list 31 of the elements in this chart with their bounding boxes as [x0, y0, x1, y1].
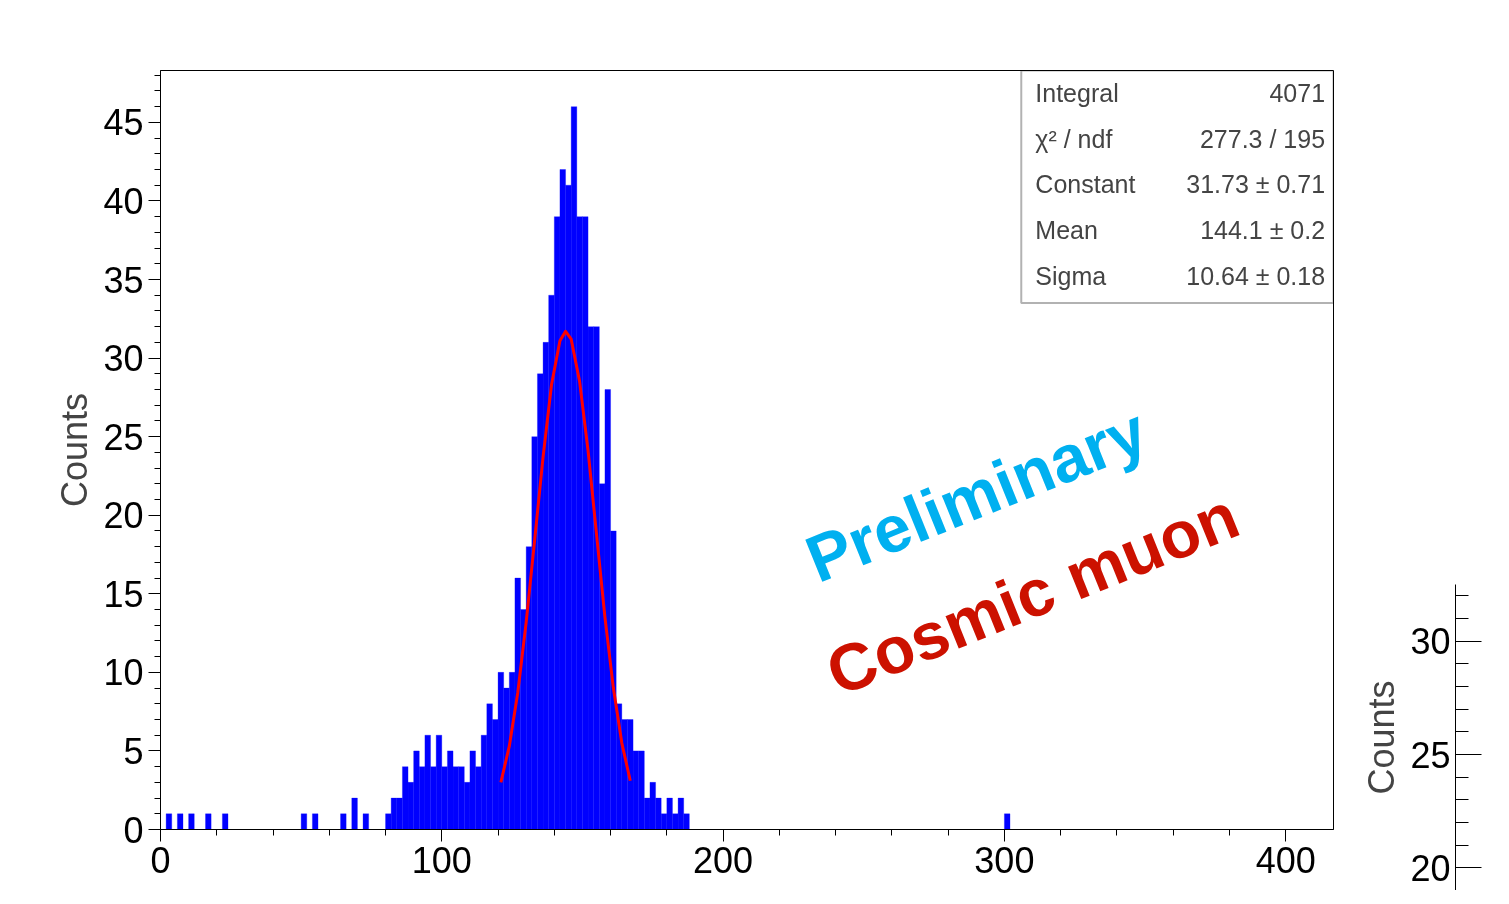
line-series — [499, 329, 632, 784]
y-tick-label: 0 — [123, 809, 144, 851]
text: 30 — [1410, 621, 1451, 663]
annotation: 4071 — [1269, 79, 1326, 108]
annotation: Integral — [1035, 79, 1119, 108]
y-tick-label: 35 — [103, 259, 144, 301]
x-tick-label: 300 — [974, 839, 1035, 881]
y-axis-title: Counts — [54, 392, 96, 508]
y-tick-label: 5 — [123, 730, 144, 772]
annotation: 31.73 ± 0.71 — [1186, 170, 1326, 199]
text: 20 — [1410, 847, 1451, 889]
annotation: 10.64 ± 0.18 — [1186, 261, 1326, 290]
x-tick-label: 200 — [693, 839, 754, 881]
text: Counts — [1361, 680, 1403, 795]
x-tick-label: 400 — [1255, 839, 1316, 881]
y-tick-label: 20 — [103, 495, 144, 537]
x-tick-label: 100 — [411, 839, 472, 881]
y-tick-label: 15 — [103, 573, 144, 615]
y-tick-label: 30 — [103, 338, 144, 380]
y-tick-label: 45 — [103, 102, 144, 144]
annotation: 144.1 ± 0.2 — [1200, 216, 1326, 244]
annotation: 277.3 / 195 — [1199, 124, 1326, 153]
x-tick-label: 0 — [150, 839, 171, 881]
annotation: Sigma — [1035, 261, 1107, 290]
annotation: χ² / ndf — [1035, 124, 1113, 153]
annotation: Mean — [1035, 216, 1098, 244]
annotation: Constant — [1035, 170, 1136, 199]
y-tick-label: 10 — [103, 652, 144, 694]
y-tick-label: 40 — [103, 180, 144, 222]
y-tick-label: 25 — [103, 416, 144, 458]
text: 25 — [1410, 734, 1451, 776]
